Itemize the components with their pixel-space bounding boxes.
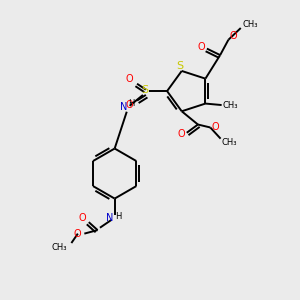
- Text: O: O: [230, 31, 238, 41]
- Text: O: O: [73, 229, 81, 238]
- Text: CH₃: CH₃: [242, 20, 258, 29]
- Text: N: N: [119, 102, 127, 112]
- Text: CH₃: CH₃: [223, 100, 238, 109]
- Text: O: O: [212, 122, 219, 133]
- Text: CH₃: CH₃: [52, 243, 68, 252]
- Text: S: S: [177, 61, 184, 70]
- Text: H: H: [115, 212, 122, 221]
- Text: O: O: [177, 129, 185, 139]
- Text: O: O: [78, 213, 86, 223]
- Text: O: O: [197, 42, 205, 52]
- Text: O: O: [126, 100, 133, 110]
- Text: CH₃: CH₃: [222, 138, 237, 147]
- Text: S: S: [141, 85, 148, 95]
- Text: O: O: [126, 74, 133, 84]
- Text: N: N: [106, 213, 113, 223]
- Text: H: H: [128, 99, 134, 108]
